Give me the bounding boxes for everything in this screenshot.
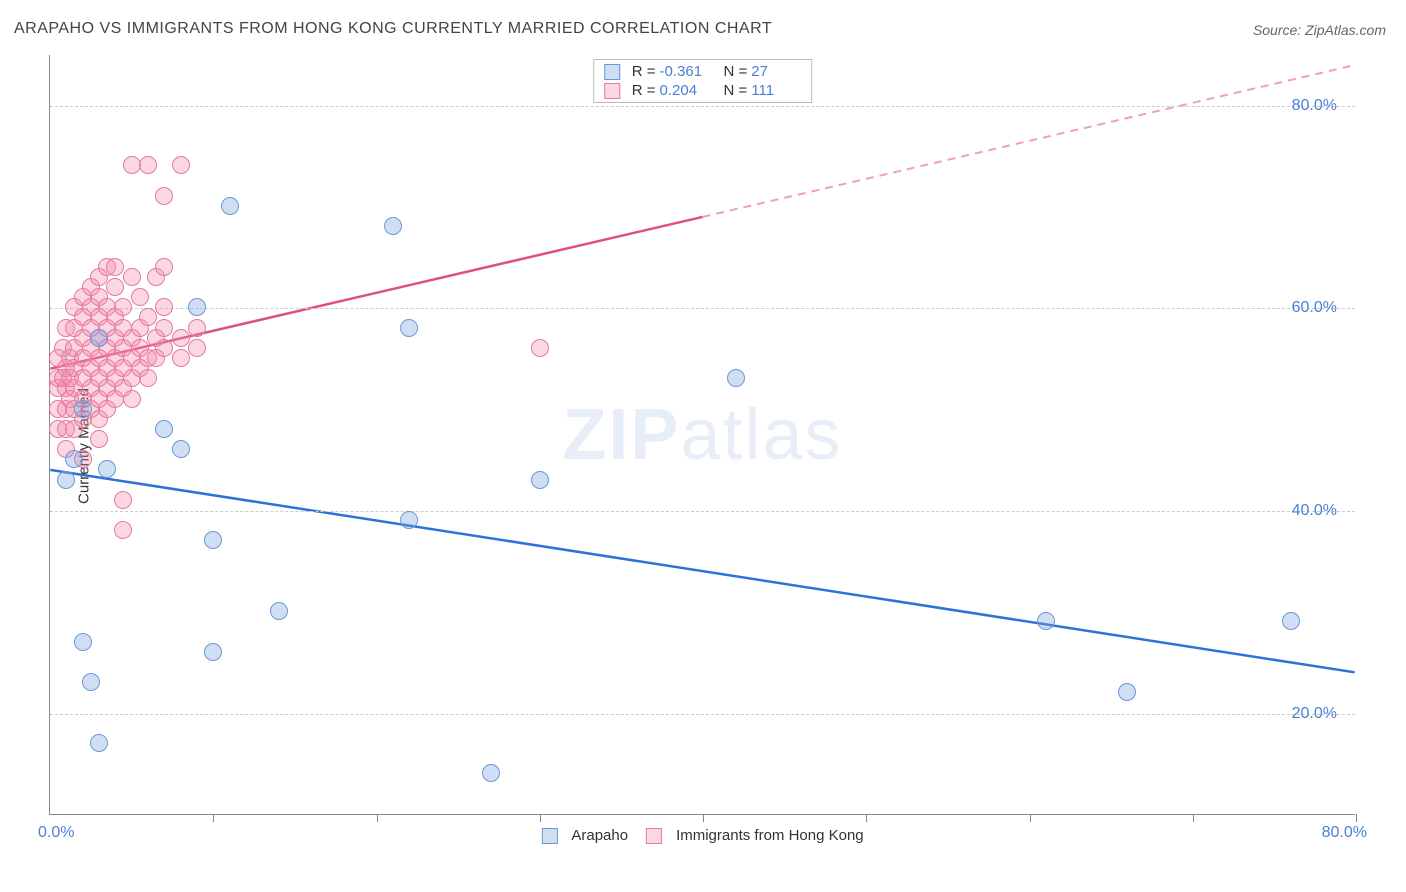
scatter-point	[65, 450, 83, 468]
legend-item: Arapaho	[541, 827, 628, 844]
scatter-point	[106, 258, 124, 276]
scatter-point	[155, 319, 173, 337]
scatter-point	[57, 471, 75, 489]
scatter-point	[82, 673, 100, 691]
scatter-point	[172, 440, 190, 458]
scatter-point	[123, 268, 141, 286]
scatter-point	[188, 339, 206, 357]
x-tick-mark	[377, 814, 378, 822]
gridline-horizontal	[50, 106, 1355, 107]
scatter-point	[114, 491, 132, 509]
scatter-point	[131, 288, 149, 306]
legend-r-value: 0.204	[660, 82, 710, 99]
scatter-point	[123, 156, 141, 174]
legend-n-value: 111	[751, 82, 801, 99]
legend-item: Immigrants from Hong Kong	[646, 827, 864, 844]
scatter-point	[188, 298, 206, 316]
x-tick-mark	[213, 814, 214, 822]
scatter-point	[90, 329, 108, 347]
legend-n-label: N =	[724, 82, 748, 99]
scatter-point	[221, 197, 239, 215]
scatter-point	[155, 258, 173, 276]
scatter-point	[123, 390, 141, 408]
legend-r-label: R =	[632, 63, 656, 80]
legend-swatch-icon	[541, 828, 557, 844]
legend-n-value: 27	[751, 63, 801, 80]
scatter-point	[114, 298, 132, 316]
scatter-point	[531, 471, 549, 489]
gridline-horizontal	[50, 714, 1355, 715]
y-tick-label: 20.0%	[1292, 705, 1337, 723]
legend-swatch-icon	[646, 828, 662, 844]
scatter-point	[139, 156, 157, 174]
scatter-point	[1282, 612, 1300, 630]
scatter-plot-area: ZIPatlas R =-0.361N =27R =0.204N =111 Ar…	[49, 55, 1355, 815]
scatter-point	[204, 643, 222, 661]
scatter-point	[400, 511, 418, 529]
x-tick-mark	[1030, 814, 1031, 822]
scatter-point	[188, 319, 206, 337]
scatter-point	[74, 633, 92, 651]
series-legend: Arapaho Immigrants from Hong Kong	[541, 827, 863, 844]
legend-row: R =0.204 N =111	[594, 81, 812, 100]
legend-r-label: R =	[632, 82, 656, 99]
scatter-point	[204, 531, 222, 549]
gridline-horizontal	[50, 511, 1355, 512]
scatter-point	[172, 349, 190, 367]
scatter-point	[172, 329, 190, 347]
legend-swatch-icon	[604, 64, 620, 80]
scatter-point	[155, 420, 173, 438]
gridline-horizontal	[50, 308, 1355, 309]
y-tick-label: 40.0%	[1292, 502, 1337, 520]
scatter-point	[270, 602, 288, 620]
x-tick-mark	[1356, 814, 1357, 822]
scatter-point	[531, 339, 549, 357]
chart-title: ARAPAHO VS IMMIGRANTS FROM HONG KONG CUR…	[14, 20, 772, 38]
y-tick-label: 60.0%	[1292, 299, 1337, 317]
scatter-point	[155, 298, 173, 316]
legend-series-name: Immigrants from Hong Kong	[676, 827, 864, 844]
legend-r-value: -0.361	[660, 63, 710, 80]
watermark-text: ZIPatlas	[562, 394, 842, 476]
x-tick-mark	[540, 814, 541, 822]
legend-n-label: N =	[724, 63, 748, 80]
x-tick-mark	[703, 814, 704, 822]
legend-row: R =-0.361 N =27	[594, 62, 812, 81]
legend-series-name: Arapaho	[571, 827, 628, 844]
scatter-point	[1037, 612, 1055, 630]
scatter-point	[98, 460, 116, 478]
x-tick-label: 0.0%	[38, 824, 74, 842]
scatter-point	[155, 187, 173, 205]
scatter-point	[139, 308, 157, 326]
scatter-point	[482, 764, 500, 782]
legend-swatch-icon	[604, 83, 620, 99]
scatter-point	[74, 400, 92, 418]
y-tick-label: 80.0%	[1292, 97, 1337, 115]
source-attribution: Source: ZipAtlas.com	[1253, 22, 1386, 38]
scatter-point	[400, 319, 418, 337]
scatter-point	[106, 278, 124, 296]
scatter-point	[384, 217, 402, 235]
trend-lines-layer	[50, 55, 1355, 814]
trend-line	[50, 470, 1354, 672]
correlation-legend: R =-0.361 N =27 R =0.204 N =111	[593, 59, 813, 103]
scatter-point	[139, 369, 157, 387]
x-tick-mark	[866, 814, 867, 822]
scatter-point	[172, 156, 190, 174]
x-tick-label: 80.0%	[1322, 824, 1367, 842]
scatter-point	[114, 521, 132, 539]
scatter-point	[155, 339, 173, 357]
scatter-point	[90, 734, 108, 752]
scatter-point	[1118, 683, 1136, 701]
scatter-point	[90, 430, 108, 448]
scatter-point	[727, 369, 745, 387]
x-tick-mark	[1193, 814, 1194, 822]
